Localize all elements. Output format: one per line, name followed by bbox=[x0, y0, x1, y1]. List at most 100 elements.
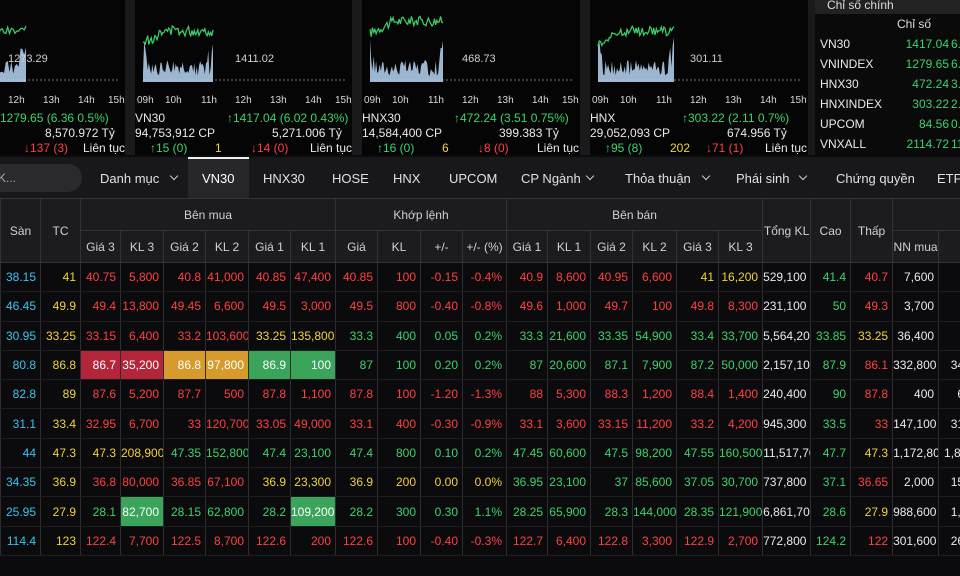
cell: -0.30 bbox=[420, 408, 463, 439]
tab[interactable]: HNX30 bbox=[263, 171, 305, 186]
cell: 47.7 bbox=[810, 438, 852, 469]
cell: 36.65 bbox=[850, 467, 894, 498]
dropdown-chevron bbox=[169, 171, 179, 181]
column-header: Khớp lệnh bbox=[335, 198, 507, 231]
dropdown-chevron bbox=[585, 171, 595, 181]
cell: 33.25 bbox=[850, 321, 894, 351]
cell: 144,000 bbox=[632, 496, 677, 527]
index-name[interactable]: UPCOM bbox=[820, 117, 865, 131]
index-panel-inner: 468.73 09h 10h 11h 12h 13h 14h 15h HNX30 ↑472.24 … bbox=[362, 0, 579, 155]
cell: 46 bbox=[938, 291, 960, 322]
stock-row[interactable]: 25.95 27.9 28.1 82,700 28.15 62,800 28.2 109,20… bbox=[0, 496, 960, 527]
stock-row[interactable]: 80.8 86.8 86.7 35,200 86.8 97,800 86.9 100 87 100… bbox=[0, 350, 960, 381]
cell: 25.95 bbox=[0, 496, 41, 527]
index-name[interactable]: VNINDEX bbox=[820, 57, 874, 71]
cell: -0.3% bbox=[462, 526, 507, 556]
panel-name: HNX30 bbox=[362, 111, 401, 125]
index-name[interactable]: VNXALL bbox=[820, 137, 867, 151]
reference-label: 1411.02 bbox=[235, 53, 274, 65]
time-label: 12h bbox=[690, 95, 707, 106]
cell: 348, bbox=[938, 350, 960, 381]
column-header: Cao bbox=[810, 198, 852, 263]
index-panel-inner: 1273.29 12h 13h 14h 15h 1279.65 (6.36 0.5%) 8,… bbox=[0, 0, 125, 155]
cell: 122.6 bbox=[335, 526, 378, 556]
cell: 8,600 bbox=[547, 262, 591, 293]
cell: 85,600 bbox=[632, 467, 677, 498]
cell: 40.9 bbox=[506, 262, 548, 293]
index-panel[interactable]: 468.73 09h 10h 11h 12h 13h 14h 15h HNX30 ↑472.24 … bbox=[362, 0, 580, 155]
index-name[interactable]: VN30 bbox=[820, 37, 851, 51]
search-box[interactable]: K... bbox=[0, 164, 82, 192]
column-header bbox=[938, 230, 960, 263]
cell: 11 bbox=[938, 321, 960, 351]
tab[interactable]: Danh mục bbox=[86, 157, 188, 198]
index-change: 3. bbox=[951, 77, 960, 91]
index-panel[interactable]: 1411.02 09h 10h 11h 12h 13h 14h 15h VN30 ↑1417.04… bbox=[135, 0, 352, 155]
price-line bbox=[0, 25, 27, 36]
cell: 47.55 bbox=[676, 438, 719, 469]
cell: 67, bbox=[938, 379, 960, 410]
cell: 500 bbox=[205, 379, 249, 410]
stock-row[interactable]: 34.35 36.9 36.8 80,000 36.85 67,100 36.9 23,300… bbox=[0, 467, 960, 498]
cell: 1,810 bbox=[938, 438, 960, 469]
cell: 8,700 bbox=[205, 526, 249, 556]
cell: 28.3 bbox=[590, 496, 633, 527]
index-panel-inner: 1411.02 09h 10h 11h 12h 13h 14h 15h VN30 ↑1417.04… bbox=[135, 0, 352, 155]
tab[interactable]: ETF bbox=[937, 171, 960, 186]
cell: 0.2% bbox=[462, 350, 507, 381]
cell: 23,100 bbox=[290, 438, 336, 469]
time-label: 10h bbox=[620, 95, 637, 106]
cell: 33.1 bbox=[506, 408, 548, 439]
index-panel[interactable]: 301.11 09h 10h 11h 12h 13h 14h 15h HNX ↑303.22 (2… bbox=[590, 0, 808, 155]
dropdown-chevron bbox=[701, 171, 711, 181]
cell: 10 bbox=[938, 262, 960, 293]
stock-row[interactable]: 46.45 49.9 49.4 13,800 49.45 6,600 49.5 3,000 49… bbox=[0, 291, 960, 322]
cell: 400 bbox=[377, 321, 421, 351]
cell: 772,800 bbox=[762, 526, 812, 556]
index-name[interactable]: HNX30 bbox=[820, 77, 859, 91]
index-panel[interactable]: 1273.29 12h 13h 14h 15h 1279.65 (6.36 0.5%) 8,… bbox=[0, 0, 125, 155]
column-header: Giá 3 bbox=[80, 230, 121, 263]
tab[interactable]: Thỏa thuận bbox=[611, 157, 722, 198]
tab[interactable]: HNX bbox=[393, 171, 421, 186]
sparkline bbox=[142, 24, 345, 82]
cell: 54,900 bbox=[632, 321, 677, 351]
panel-status: Liên tục bbox=[765, 141, 808, 155]
panel-index: 1279.65 (6.36 0.5%) bbox=[0, 111, 109, 125]
column-header: KL 1 bbox=[290, 230, 336, 263]
time-label: 12h bbox=[8, 95, 25, 106]
index-name[interactable]: HNXINDEX bbox=[820, 97, 883, 111]
cell: 80.8 bbox=[0, 350, 41, 381]
stock-row[interactable]: 44 47.3 47.3 208,900 47.35 152,800 47.4 23,100 4… bbox=[0, 438, 960, 469]
cell: -1.20 bbox=[420, 379, 463, 410]
cell: 332,800 bbox=[892, 350, 940, 381]
time-label: 14h bbox=[305, 95, 322, 106]
cell: 86.9 bbox=[248, 350, 291, 381]
tab[interactable]: UPCOM bbox=[449, 171, 498, 186]
cell: 231,100 bbox=[762, 291, 812, 322]
tab[interactable]: VN30 bbox=[188, 157, 249, 198]
cell: 33 bbox=[163, 408, 206, 439]
tab[interactable]: Chứng quyền bbox=[836, 171, 915, 186]
stock-row[interactable]: 31.1 33.4 32.95 6,700 33 120,700 33.05 49,000 33… bbox=[0, 408, 960, 439]
cell: 31.1 bbox=[0, 408, 41, 439]
tab[interactable]: HOSE bbox=[332, 171, 369, 186]
cell: 301,600 bbox=[892, 526, 940, 556]
index-change: 2. bbox=[951, 97, 960, 111]
cell: 49.45 bbox=[163, 291, 206, 322]
cell: 0.00 bbox=[420, 467, 463, 498]
stock-row[interactable]: 30.95 33.25 33.15 6,400 33.2 103,600 33.25 135,… bbox=[0, 321, 960, 351]
stock-row[interactable]: 114.4 123 122.4 7,700 122.5 8,700 122.6 200 122.… bbox=[0, 526, 960, 556]
cell: 124.2 bbox=[810, 526, 852, 556]
column-header: Sàn bbox=[0, 198, 41, 263]
time-label: 13h bbox=[725, 95, 742, 106]
tab[interactable]: Phái sinh bbox=[722, 157, 822, 198]
tab[interactable]: CP Ngành bbox=[507, 157, 611, 198]
stock-row[interactable]: 38.15 41 40.75 5,800 40.8 41,000 40.85 47,400 40… bbox=[0, 262, 960, 293]
time-label: 13h bbox=[270, 95, 287, 106]
cell: 7,700 bbox=[120, 526, 164, 556]
panel-volume: 29,052,093 CP bbox=[590, 126, 671, 140]
cell: 40.95 bbox=[590, 262, 633, 293]
cell: 33.1 bbox=[335, 408, 378, 439]
stock-row[interactable]: 82.8 89 87.6 5,200 87.7 500 87.8 1,100 87.8 100 -1… bbox=[0, 379, 960, 410]
